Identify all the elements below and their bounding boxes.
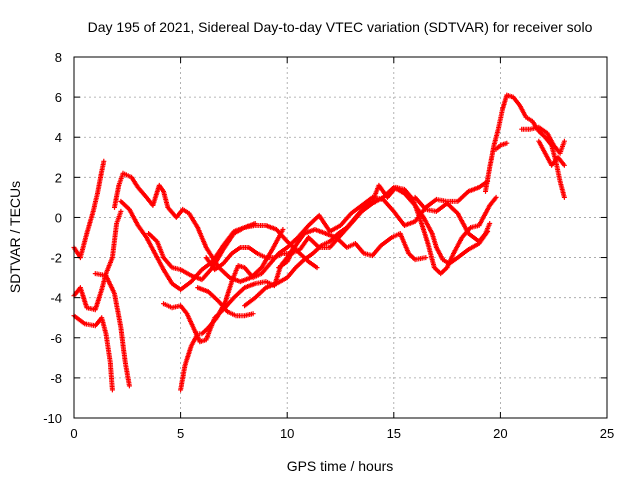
axis-ticks: 0 5 10 15 20 25 -10 -8 -6 -4 -2 0 2 4 6 8 [43,50,614,441]
plot-frame [73,56,608,419]
data-marker-path [71,158,107,261]
y-axis-label: SDTVAR / TECUs [7,181,23,293]
series-track-1 [71,158,107,261]
y-tick-label: -10 [43,411,62,426]
y-tick-label: 4 [55,130,62,145]
data-marker-path [146,221,258,283]
series-track-3 [71,313,115,393]
series-track-16 [493,140,510,152]
y-tick-label: 8 [55,50,62,65]
data-marker-path [92,271,132,389]
series-track-12 [276,227,429,271]
y-tick-label: 6 [55,90,62,105]
series-track-4 [92,271,132,389]
y-tick-label: -6 [50,331,62,346]
x-tick-label: 10 [280,426,294,441]
chart-title: Day 195 of 2021, Sidereal Day-to-day VTE… [88,19,593,35]
x-tick-label: 0 [70,426,77,441]
grid [74,57,607,418]
x-tick-label: 25 [600,426,614,441]
data-marker-path [536,138,567,168]
y-tick-label: 2 [55,170,62,185]
data-marker-path [71,313,115,393]
x-tick-label: 5 [177,426,184,441]
data-marker-path [195,285,256,319]
series-track-11 [195,285,256,319]
x-tick-label: 15 [387,426,401,441]
y-tick-label: -8 [50,371,62,386]
data-marker-path [276,227,429,271]
x-tick-label: 20 [493,426,507,441]
y-tick-label: -2 [50,251,62,266]
series-track-17 [519,124,567,156]
x-axis-label: GPS time / hours [287,458,394,474]
series-track-15 [483,92,567,200]
data-marker-path [412,194,493,244]
data-marker-path [178,178,491,393]
series-track-14 [412,194,493,244]
series-track-7 [146,221,258,283]
data-marks [71,92,567,393]
y-tick-label: 0 [55,210,62,225]
y-tick-label: -4 [50,291,62,306]
data-marker-path [493,140,510,152]
data-marker-path [519,124,567,156]
data-marker-path [483,92,567,200]
series-track-9 [178,178,491,393]
series-track-18 [536,138,567,168]
